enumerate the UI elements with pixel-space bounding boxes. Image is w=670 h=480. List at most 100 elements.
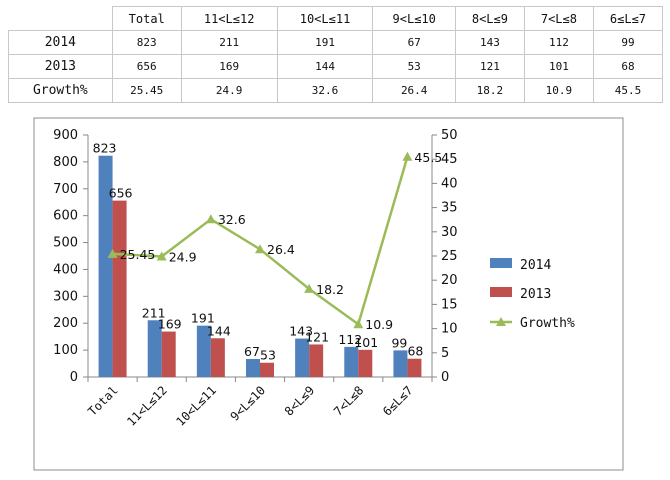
table-row-label: 2013 [8, 54, 113, 79]
y-tick-label-right: 50 [441, 128, 458, 143]
bar-2013 [309, 344, 324, 377]
bar-value-label: 169 [158, 317, 182, 332]
table-row: 2013 656 169 144 53 121 101 68 [8, 54, 664, 79]
bar-value-label: 191 [191, 311, 215, 326]
table-cell: 32.6 [276, 78, 374, 103]
bar-2013 [112, 200, 127, 377]
table-cell: 45.5 [592, 78, 664, 103]
table-cell: 121 [454, 54, 525, 79]
bar-value-label: 121 [305, 329, 329, 344]
bar-2014 [344, 346, 359, 377]
y-tick-label-left: 500 [53, 236, 78, 251]
x-tick-label: 11<L≤12 [124, 383, 170, 429]
table-corner-cell [8, 6, 113, 31]
bar-value-label: 143 [289, 324, 313, 339]
legend-marker-Growth% [496, 317, 506, 326]
table-cell: 25.45 [111, 78, 182, 103]
table-header-cell: 8<L≤9 [454, 6, 525, 31]
y-tick-label-right: 30 [441, 225, 458, 240]
bar-2013 [210, 338, 225, 377]
table-header-cell: 11<L≤12 [180, 6, 278, 31]
bar-value-label: 112 [338, 332, 362, 347]
y-tick-label-right: 45 [441, 152, 458, 167]
y-tick-label-right: 5 [441, 346, 449, 361]
table-header-row: Total 11<L≤12 10<L≤11 9<L≤10 8<L≤9 7<L≤8… [8, 6, 664, 31]
bar-value-label: 211 [142, 305, 166, 320]
bar-value-label: 656 [109, 186, 133, 201]
table-cell: 169 [180, 54, 278, 79]
bar-2014 [393, 350, 408, 377]
table-cell: 656 [111, 54, 182, 79]
table-cell: 101 [523, 54, 594, 79]
table-cell: 67 [372, 30, 456, 55]
bar-value-label: 101 [354, 335, 378, 350]
table-header-cell: Total [111, 6, 182, 31]
table-header-cell: 10<L≤11 [276, 6, 374, 31]
table-cell: 26.4 [372, 78, 456, 103]
y-tick-label-left: 200 [53, 316, 78, 331]
bar-2013 [407, 358, 422, 377]
table-header-cell: 6≤L≤7 [592, 6, 664, 31]
table-cell: 211 [180, 30, 278, 55]
bar-2014 [147, 320, 162, 377]
line-value-label: 10.9 [365, 317, 393, 332]
x-tick-label: 7<L≤8 [331, 383, 366, 418]
table-cell: 10.9 [523, 78, 594, 103]
table-cell: 68 [592, 54, 664, 79]
bar-value-label: 99 [391, 335, 407, 350]
legend-label: 2014 [520, 258, 551, 273]
x-tick-label: 6≤L≤7 [380, 383, 415, 418]
bar-value-label: 823 [93, 141, 117, 156]
bar-value-label: 68 [407, 344, 423, 359]
y-tick-label-left: 800 [53, 155, 78, 170]
y-tick-label-left: 900 [53, 128, 78, 143]
line-marker-Growth% [402, 151, 413, 161]
line-marker-Growth% [205, 214, 216, 224]
line-marker-Growth% [353, 319, 364, 329]
data-table: Total 11<L≤12 10<L≤11 9<L≤10 8<L≤9 7<L≤8… [8, 6, 664, 103]
combo-chart: 0 100 200 300 400 500 600 700 800 900 0 5 10 15 20 25 30… [33, 117, 624, 471]
table-cell: 112 [523, 30, 594, 55]
table-header-cell: 7<L≤8 [523, 6, 594, 31]
y-tick-label-left: 700 [53, 182, 78, 197]
bar-2014 [196, 325, 211, 377]
y-tick-label-right: 40 [441, 176, 458, 191]
chart-frame [33, 117, 624, 471]
bar-value-label: 53 [260, 348, 276, 363]
table-cell: 144 [276, 54, 374, 79]
line-value-label: 26.4 [267, 242, 295, 257]
bar-value-label: 144 [207, 323, 231, 338]
y-tick-label-left: 100 [53, 343, 78, 358]
table-cell: 143 [454, 30, 525, 55]
y-tick-label-right: 20 [441, 273, 458, 288]
x-tick-label: 8<L≤9 [282, 383, 317, 418]
x-tick-label: Total [85, 383, 120, 418]
bar-2013 [260, 362, 274, 377]
line-marker-Growth% [156, 251, 167, 261]
line-value-label: 25.45 [120, 247, 156, 262]
y-tick-label-right: 35 [441, 201, 458, 216]
table-cell: 53 [372, 54, 456, 79]
y-tick-label-left: 300 [53, 289, 78, 304]
line-marker-Growth% [304, 283, 315, 293]
y-tick-label-left: 400 [53, 262, 78, 277]
y-tick-label-left: 0 [70, 370, 78, 385]
bar-value-label: 67 [244, 344, 260, 359]
table-cell: 24.9 [180, 78, 278, 103]
table-row-label: 2014 [8, 30, 113, 55]
y-tick-label-right: 0 [441, 370, 449, 385]
line-value-label: 45.5 [414, 150, 442, 165]
line-marker-Growth% [107, 248, 118, 258]
line-value-label: 32.6 [218, 212, 246, 227]
table-cell: 191 [276, 30, 374, 55]
legend-swatch-2014 [490, 258, 512, 268]
line-value-label: 18.2 [316, 282, 344, 297]
y-tick-label-left: 600 [53, 209, 78, 224]
bar-2013 [358, 349, 373, 377]
legend-label: Growth% [520, 316, 575, 331]
bar-2013 [161, 331, 176, 377]
y-tick-label-right: 25 [441, 249, 458, 264]
table-cell: 823 [111, 30, 182, 55]
table-row-label: Growth% [8, 78, 113, 103]
table-row: 2014 823 211 191 67 143 112 99 [8, 30, 664, 55]
